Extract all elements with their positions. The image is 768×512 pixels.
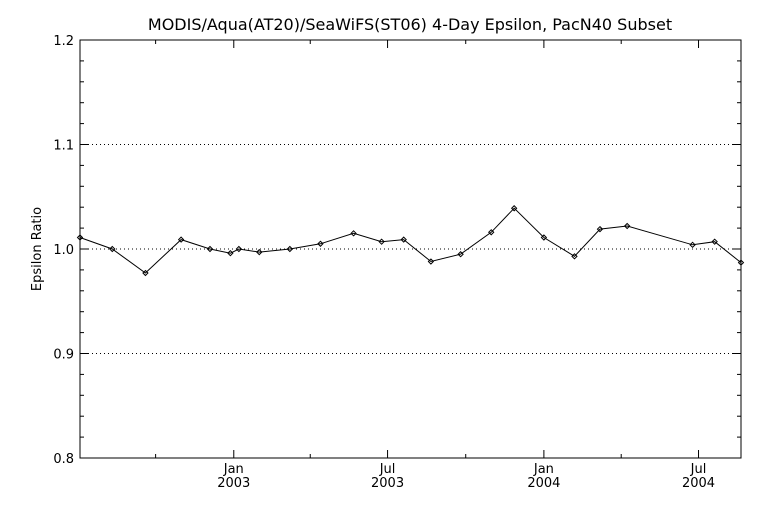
y-tick-label: 0.8 (53, 452, 74, 467)
data-point (177, 236, 185, 243)
y-tick-label: 0.9 (53, 348, 74, 363)
data-point (510, 205, 518, 212)
data-point (457, 251, 464, 258)
data-point (427, 258, 435, 265)
data-point (350, 230, 357, 237)
data-point (689, 241, 696, 249)
y-tick-label: 1.0 (53, 243, 74, 258)
data-point (540, 234, 548, 241)
x-tick-year: 2004 (682, 476, 715, 491)
data-point (227, 249, 234, 257)
data-point (142, 269, 149, 277)
data-point (378, 238, 385, 245)
x-tick-year: 2003 (217, 476, 250, 491)
y-axis-label: Epsilon Ratio (30, 207, 45, 291)
x-tick-month: Jul (379, 462, 396, 477)
data-point (317, 240, 324, 247)
data-point (623, 222, 631, 230)
series-line (79, 207, 742, 274)
y-axis-ticks: 0.8 0.9 1.0 1.1 1.2 (53, 34, 741, 467)
data-point (571, 253, 578, 260)
x-tick-month: Jul (690, 462, 707, 477)
chart-title: MODIS/Aqua(AT20)/SeaWiFS(ST06) 4-Day Eps… (148, 15, 672, 34)
x-tick-month: Jan (223, 462, 244, 477)
x-tick-year: 2004 (527, 476, 560, 491)
data-point (286, 245, 294, 253)
x-tick-year: 2003 (371, 476, 404, 491)
data-point (76, 234, 84, 241)
gridlines (80, 144, 741, 354)
plot-frame (79, 39, 742, 459)
data-point (711, 238, 718, 245)
data-point (256, 248, 263, 256)
y-tick-label: 1.1 (53, 139, 74, 154)
data-point (206, 245, 214, 253)
y-tick-label: 1.2 (53, 34, 74, 49)
data-point (109, 245, 116, 253)
data-point (235, 245, 243, 253)
data-point (596, 225, 604, 233)
data-point (400, 236, 407, 243)
data-series (76, 205, 745, 277)
data-point (488, 229, 495, 236)
data-point (737, 259, 745, 266)
x-tick-month: Jan (533, 462, 554, 477)
